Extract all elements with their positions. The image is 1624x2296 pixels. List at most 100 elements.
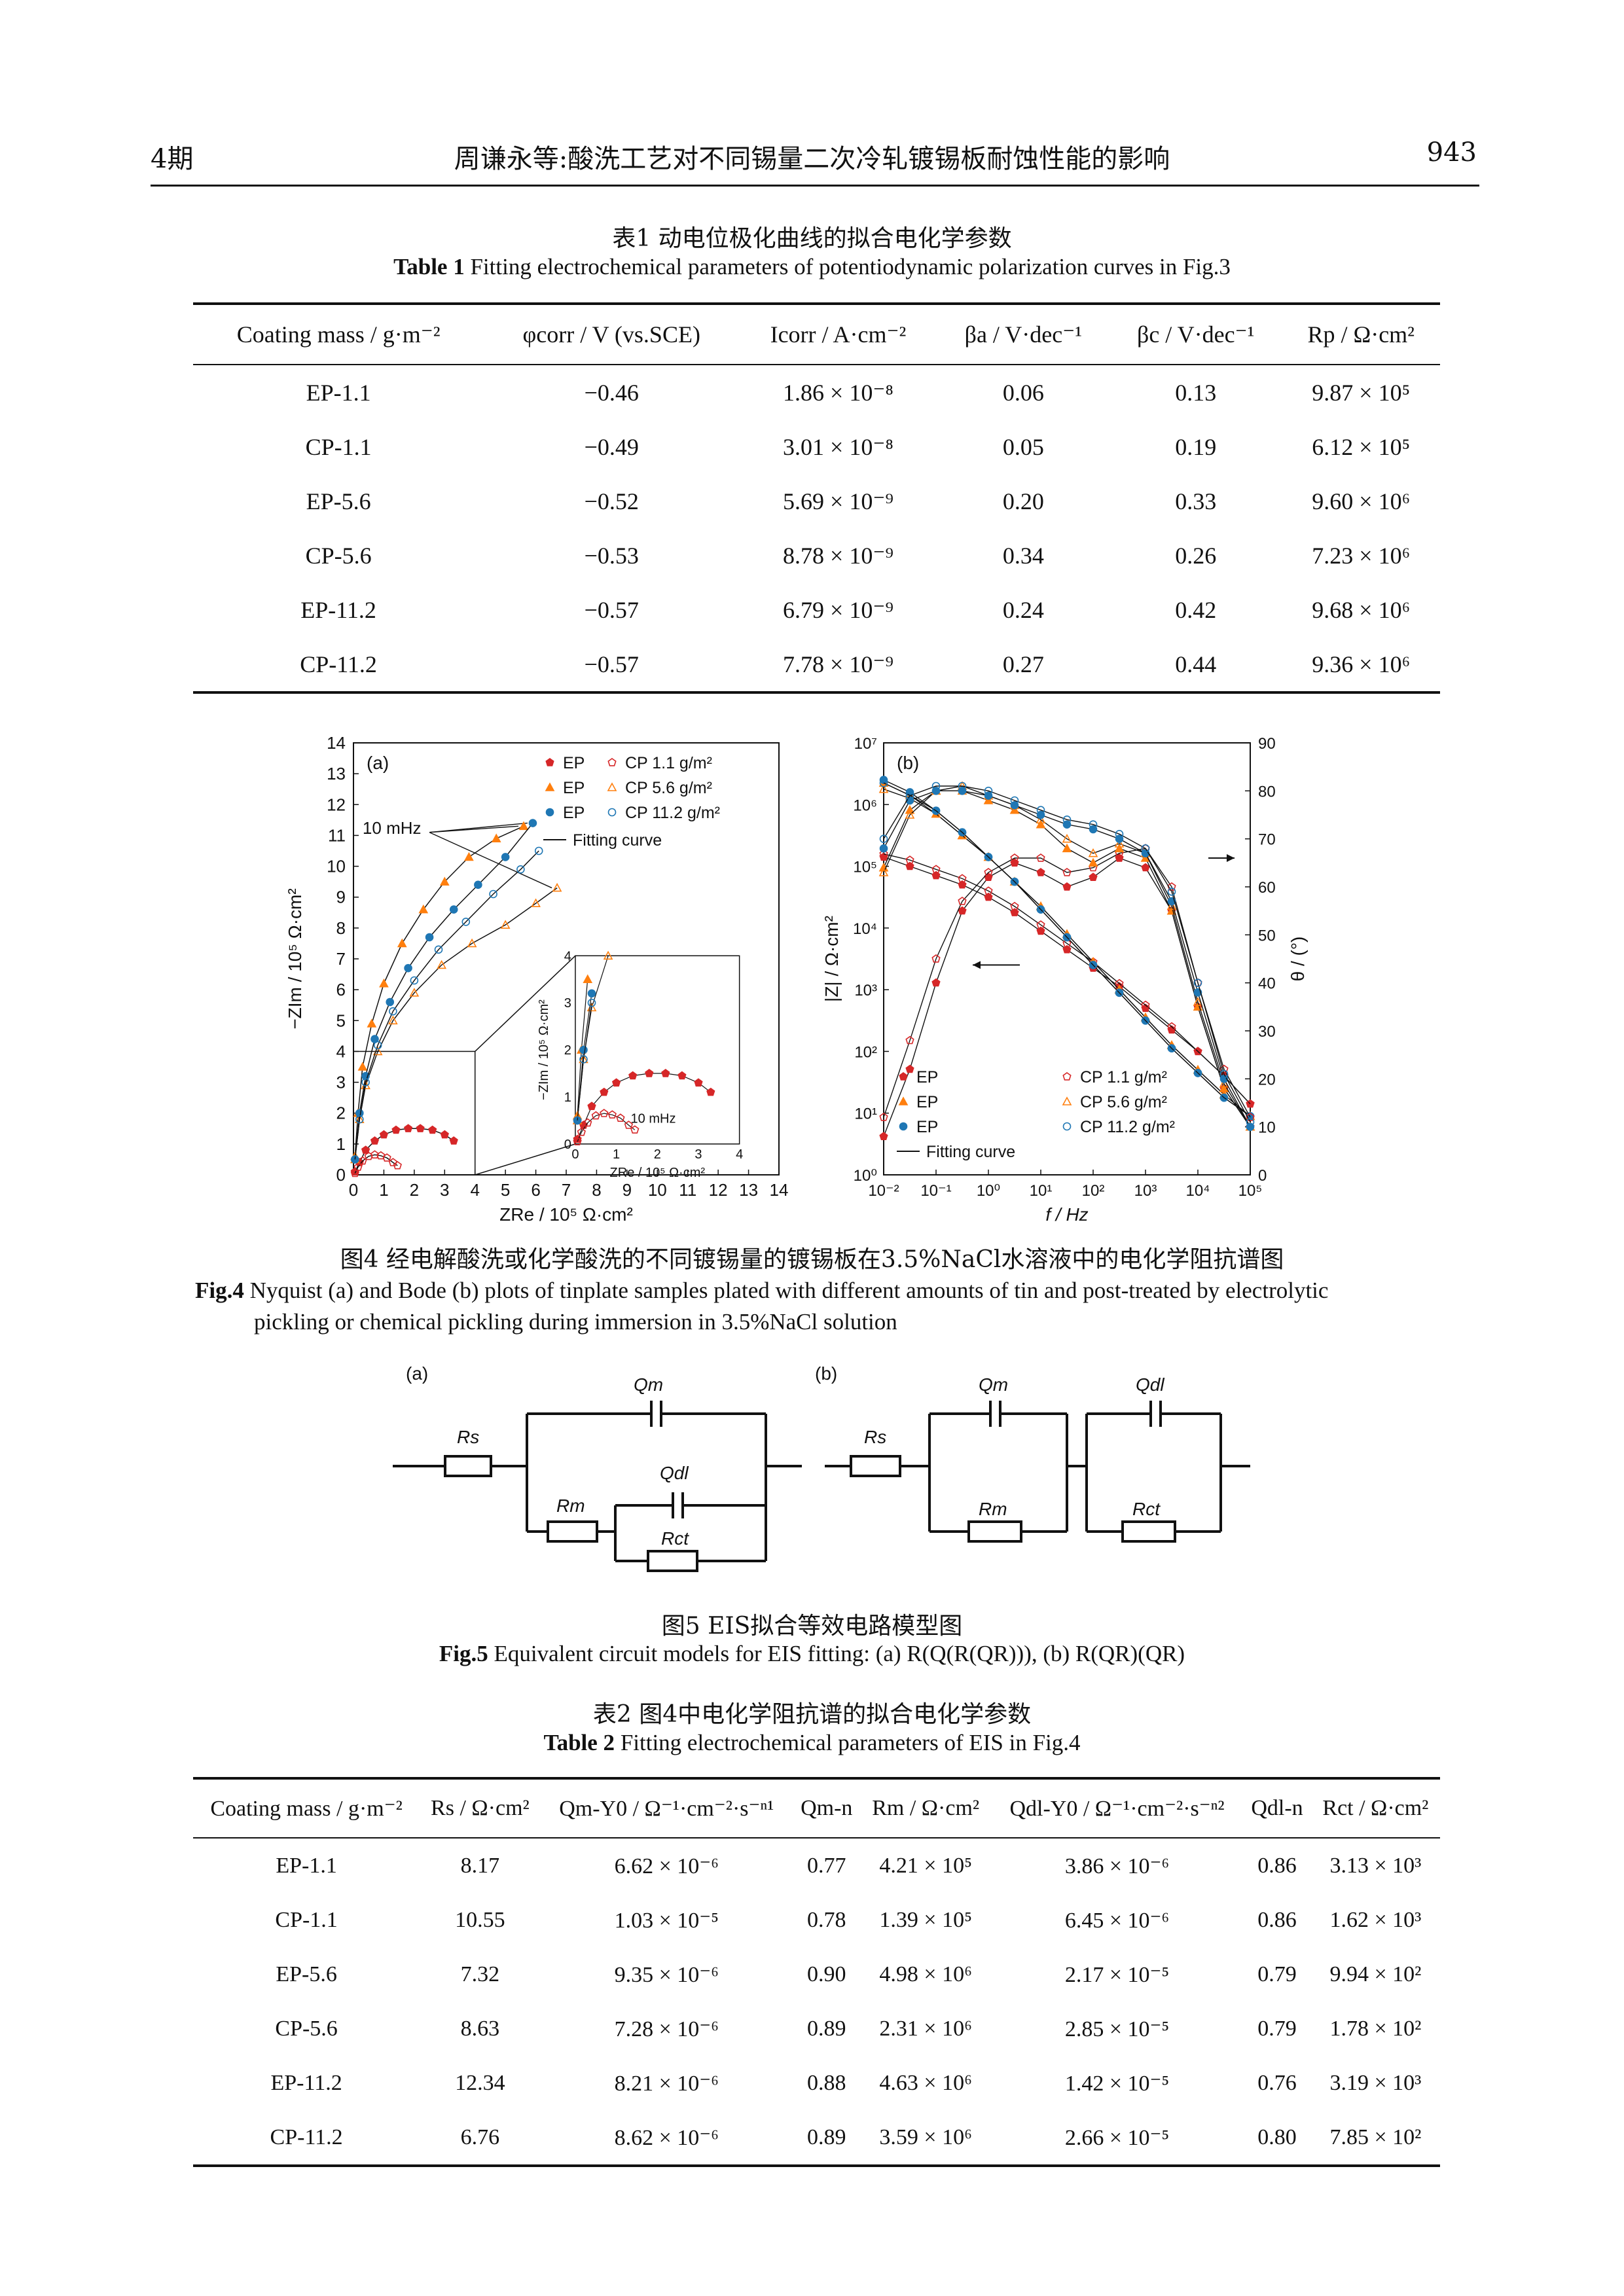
table-cell: 8.63 — [460, 2016, 500, 2041]
x-axis-label: ZRe / 10⁵ Ω·cm² — [499, 1204, 633, 1224]
data-point — [1193, 1069, 1202, 1077]
data-point — [391, 1125, 401, 1134]
data-point — [403, 1124, 413, 1132]
data-point — [1088, 857, 1098, 867]
figure4-caption-zh: 图4 经电解酸洗或化学酸洗的不同镀锡量的镀锡板在3.5%NaCl水溶液中的电化学… — [340, 1246, 1284, 1273]
data-point — [1036, 920, 1045, 929]
data-point — [461, 918, 471, 926]
data-point — [418, 904, 429, 914]
legend-marker — [607, 782, 617, 791]
data-point — [1193, 997, 1203, 1006]
table2-body: EP-1.1 8.17 6.62 × 10⁻⁶ 0.77 4.21 × 10⁵ 3.86 … — [193, 1838, 1440, 2167]
data-point — [1166, 901, 1177, 910]
data-point — [1010, 853, 1019, 862]
table-cell: 0.27 — [937, 637, 1110, 694]
data-point — [361, 1078, 370, 1086]
table-cell: CP-5.6 — [305, 542, 372, 569]
table-cell: EP-5.6 — [276, 1962, 337, 1986]
table-cell: CP-11.2 — [193, 2110, 420, 2167]
table-cell: CP-11.2 — [193, 637, 484, 694]
table-row: CP-11.2 6.76 8.62 × 10⁻⁶ 0.89 3.59 × 10⁶ 2.66… — [193, 2110, 1440, 2167]
inset-annotation: 10 mHz — [631, 1112, 676, 1126]
data-point — [370, 1136, 380, 1145]
table-cell: 0.19 — [1175, 433, 1217, 460]
y-tick-label: 10⁰ — [854, 1167, 877, 1185]
y-tick-label: 5 — [336, 1011, 346, 1030]
table-cell: 0.34 — [1002, 542, 1044, 569]
data-point — [1167, 882, 1176, 891]
data-point — [1010, 908, 1019, 916]
table-cell: EP-11.2 — [270, 2070, 342, 2095]
zoom-box — [353, 1050, 476, 1175]
data-point — [367, 1018, 377, 1028]
inset-data-point — [630, 1125, 640, 1134]
data-point — [1088, 848, 1098, 857]
x-tick-label: 1 — [379, 1180, 388, 1200]
column-header: Rs / Ω·cm² — [420, 1777, 541, 1839]
table-cell: 7.23 × 10⁶ — [1312, 542, 1411, 569]
table-row: EP-11.2 12.34 8.21 × 10⁻⁶ 0.88 4.63 × 10⁶ 1.4… — [193, 2056, 1440, 2110]
x-tick-label: 6 — [531, 1180, 540, 1200]
data-point — [358, 1156, 367, 1165]
legend-marker — [545, 808, 554, 817]
x-tick-label: 10¹ — [1030, 1182, 1053, 1200]
table-row: CP-5.6 8.63 7.28 × 10⁻⁶ 0.89 2.31 × 10⁶ 2.85 … — [193, 2001, 1440, 2056]
table-cell: −0.52 — [584, 488, 639, 514]
data-point — [353, 1162, 363, 1171]
data-point — [905, 855, 914, 864]
x-tick-label: 10³ — [1134, 1182, 1157, 1200]
table-cell: EP-1.1 — [276, 1853, 337, 1878]
data-point — [467, 938, 477, 948]
inset-y-tick-label: 4 — [564, 949, 571, 963]
x-tick-label: 7 — [562, 1180, 571, 1200]
table-cell: 6.12 × 10⁵ — [1312, 433, 1411, 460]
table-cell: 7.78 × 10⁻⁹ — [739, 637, 937, 694]
inset-frame — [575, 955, 740, 1145]
table-cell: 0.89 — [807, 2016, 846, 2041]
table-cell: EP-11.2 — [300, 596, 376, 623]
data-point — [984, 868, 993, 876]
data-point — [879, 849, 888, 858]
table-cell: 10.55 — [455, 1907, 505, 1932]
column-header: Coating mass / g·m⁻² — [193, 302, 484, 365]
fitting-curve — [354, 850, 539, 1160]
x-tick-label: 10⁵ — [1238, 1182, 1263, 1200]
data-point — [984, 787, 993, 795]
table-cell: CP-5.6 — [275, 2016, 338, 2041]
annotation-arrow — [429, 832, 552, 889]
data-point — [434, 945, 443, 954]
inset-data-point — [587, 1102, 596, 1111]
data-point — [474, 880, 482, 889]
inset-data-point — [600, 1087, 609, 1096]
data-point — [1010, 796, 1019, 805]
table-cell: 12.34 — [455, 2070, 505, 2095]
x-tick-label: 14 — [770, 1180, 789, 1200]
rm-b-label: Rm — [979, 1499, 1007, 1519]
data-point — [984, 853, 993, 861]
fitting-curve — [883, 853, 1251, 1105]
table-row: EP-5.6 7.32 9.35 × 10⁻⁶ 0.90 4.98 × 10⁶ 2.17 … — [193, 1947, 1440, 2001]
x-tick-label: 10⁻¹ — [920, 1182, 951, 1200]
data-point — [410, 976, 419, 985]
data-point — [1141, 863, 1150, 872]
rct-b-label: Rct — [1132, 1499, 1161, 1519]
table-cell: 1.42 × 10⁻⁵ — [1064, 2071, 1170, 2096]
column-header: βa / V·dec⁻¹ — [937, 302, 1110, 365]
table-cell: 9.60 × 10⁶ — [1312, 488, 1411, 514]
inset-data-point — [616, 1113, 625, 1122]
fitting-curve — [354, 1154, 398, 1174]
inset-data-point — [603, 950, 613, 960]
data-point — [409, 988, 420, 997]
table-cell: 6.62 × 10⁻⁶ — [614, 1854, 719, 1878]
x-tick-label: 12 — [709, 1180, 728, 1200]
panel-a-label: (a) — [367, 753, 389, 773]
x-tick-label: 5 — [501, 1180, 510, 1200]
rs-b-label: Rs — [864, 1427, 886, 1447]
table-cell: 2.85 × 10⁻⁵ — [1064, 2017, 1170, 2041]
table-cell: 2.17 × 10⁻⁵ — [1064, 1962, 1170, 1987]
data-point — [958, 880, 967, 889]
data-point — [1115, 988, 1124, 997]
data-point — [355, 1115, 364, 1124]
inset-data-point — [587, 998, 596, 1007]
data-point — [905, 1064, 914, 1073]
